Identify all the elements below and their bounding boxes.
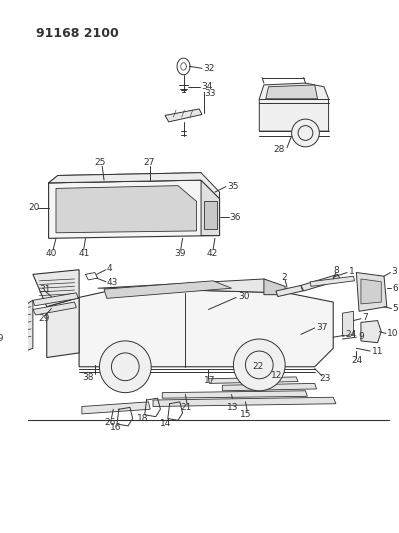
Text: 24: 24 xyxy=(345,330,356,339)
Text: 34: 34 xyxy=(201,82,212,91)
Text: 27: 27 xyxy=(144,158,155,167)
Polygon shape xyxy=(165,109,202,122)
Text: 17: 17 xyxy=(204,376,215,385)
Polygon shape xyxy=(98,279,287,293)
Polygon shape xyxy=(47,297,79,358)
Polygon shape xyxy=(264,279,285,295)
Polygon shape xyxy=(153,397,336,407)
Polygon shape xyxy=(356,272,387,311)
Text: 16: 16 xyxy=(110,423,121,432)
Text: 28: 28 xyxy=(273,145,284,154)
Text: 41: 41 xyxy=(78,248,89,257)
Polygon shape xyxy=(49,173,219,199)
Text: 32: 32 xyxy=(203,64,214,73)
Polygon shape xyxy=(33,302,76,315)
Text: 23: 23 xyxy=(319,374,331,383)
Polygon shape xyxy=(33,293,78,306)
Text: 18: 18 xyxy=(137,414,149,423)
Text: 10: 10 xyxy=(387,329,398,338)
Polygon shape xyxy=(82,402,150,414)
Polygon shape xyxy=(301,274,341,291)
Polygon shape xyxy=(162,391,307,398)
Text: 7: 7 xyxy=(362,313,367,322)
Text: 2: 2 xyxy=(281,272,287,281)
Text: 42: 42 xyxy=(207,248,218,257)
Text: 26: 26 xyxy=(104,418,115,427)
Polygon shape xyxy=(33,270,79,306)
Polygon shape xyxy=(208,377,298,383)
Polygon shape xyxy=(56,185,196,233)
Text: 14: 14 xyxy=(160,418,172,427)
Text: 4: 4 xyxy=(107,264,113,273)
Text: 33: 33 xyxy=(204,88,215,98)
Circle shape xyxy=(233,339,285,391)
Circle shape xyxy=(99,341,151,393)
Polygon shape xyxy=(201,180,219,236)
Text: 37: 37 xyxy=(316,322,328,332)
Text: 12: 12 xyxy=(271,370,282,379)
Polygon shape xyxy=(266,85,318,99)
Text: 9: 9 xyxy=(358,332,364,341)
Text: 91168 2100: 91168 2100 xyxy=(36,27,119,39)
Circle shape xyxy=(292,119,319,147)
Text: 29: 29 xyxy=(38,314,50,323)
Text: 3: 3 xyxy=(391,267,397,276)
Polygon shape xyxy=(342,311,354,336)
Text: 11: 11 xyxy=(372,346,383,356)
Text: 15: 15 xyxy=(240,410,251,419)
Polygon shape xyxy=(361,320,381,343)
Text: 24: 24 xyxy=(352,356,363,365)
Polygon shape xyxy=(49,180,219,238)
Text: 21: 21 xyxy=(181,403,192,412)
Text: 30: 30 xyxy=(238,292,249,301)
Text: 40: 40 xyxy=(46,248,57,257)
Polygon shape xyxy=(276,286,303,296)
Text: 13: 13 xyxy=(227,403,239,412)
Text: 35: 35 xyxy=(227,182,239,191)
Text: 43: 43 xyxy=(107,278,118,287)
Text: 6: 6 xyxy=(392,284,398,293)
Polygon shape xyxy=(222,383,316,391)
Text: 19: 19 xyxy=(0,334,5,343)
Text: 20: 20 xyxy=(28,203,40,212)
Polygon shape xyxy=(8,300,33,358)
Text: 25: 25 xyxy=(95,158,106,167)
Text: 38: 38 xyxy=(82,373,93,382)
Text: 31: 31 xyxy=(40,285,51,294)
Polygon shape xyxy=(361,279,381,304)
Polygon shape xyxy=(204,201,217,229)
Text: 1: 1 xyxy=(349,267,355,276)
Polygon shape xyxy=(310,276,354,286)
Polygon shape xyxy=(104,281,231,298)
Text: 8: 8 xyxy=(333,266,339,275)
Text: 36: 36 xyxy=(230,213,241,222)
Text: 39: 39 xyxy=(174,248,186,257)
Text: 5: 5 xyxy=(392,304,398,313)
Polygon shape xyxy=(259,83,329,131)
Text: 22: 22 xyxy=(253,362,264,372)
Polygon shape xyxy=(79,288,333,367)
